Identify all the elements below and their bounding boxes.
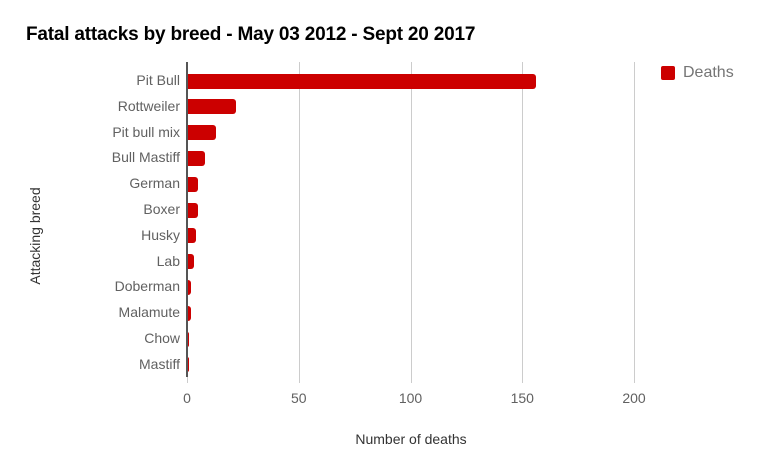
x-tick-label: 200 [622, 390, 646, 406]
category-label: Doberman [114, 278, 180, 295]
category-label: German [129, 175, 180, 192]
category-label: Malamute [118, 304, 180, 321]
x-tick-label: 100 [398, 390, 423, 406]
plot-area [186, 62, 635, 383]
x-tick [298, 377, 300, 383]
category-label: Bull Mastiff [111, 149, 180, 166]
x-tick [187, 377, 188, 383]
gridline [298, 62, 300, 377]
bar[interactable] [187, 254, 194, 270]
y-axis-line [186, 62, 188, 377]
bar[interactable] [187, 228, 196, 244]
legend-swatch-icon [661, 66, 675, 80]
category-label: Chow [144, 330, 180, 346]
bar[interactable] [187, 125, 217, 141]
category-label: Mastiff [139, 355, 180, 372]
bar[interactable] [187, 73, 536, 89]
bar[interactable] [187, 176, 199, 192]
bar[interactable] [187, 305, 192, 321]
bar[interactable] [187, 331, 190, 347]
category-label: Pit Bull [136, 72, 180, 88]
x-tick [410, 377, 412, 383]
chart-title: Fatal attacks by breed - May 03 2012 - S… [26, 24, 476, 45]
bar[interactable] [187, 279, 192, 295]
bar[interactable] [187, 357, 190, 373]
bar[interactable] [187, 99, 237, 115]
gridline [410, 62, 412, 377]
x-axis-title: Number of deaths [355, 431, 467, 447]
gridline [522, 62, 524, 377]
x-tick-label: 50 [290, 390, 307, 406]
category-label: Boxer [143, 201, 180, 217]
legend: Deaths [661, 64, 734, 82]
x-tick [634, 377, 635, 383]
bar[interactable] [187, 150, 205, 166]
category-label: Rottweiler [117, 97, 180, 114]
bar[interactable] [187, 202, 199, 218]
x-tick-label: 0 [183, 390, 191, 406]
x-tick [522, 377, 524, 383]
y-axis-title: Attacking breed [27, 187, 43, 285]
gridline [634, 62, 635, 377]
x-tick-label: 150 [510, 390, 534, 406]
category-label: Husky [141, 226, 180, 243]
category-label: Lab [156, 252, 180, 269]
category-label: Pit bull mix [112, 123, 180, 140]
legend-label: Deaths [683, 64, 734, 81]
